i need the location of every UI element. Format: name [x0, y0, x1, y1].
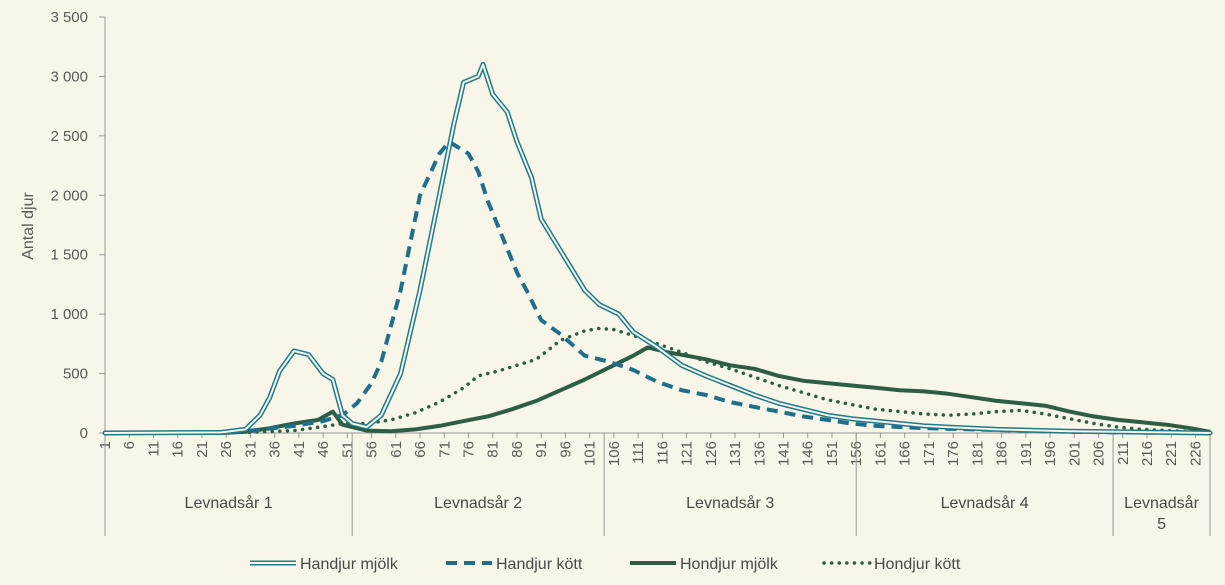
y-axis: 0 500 1 000 1 500 2 000 2 500 3 000 3 500 [50, 9, 106, 442]
x-tick-label: 106 [606, 441, 623, 466]
x-tick-label: 201 [1066, 441, 1083, 466]
y-tick-label: 500 [63, 366, 88, 383]
x-tick-label: 96 [557, 441, 574, 458]
series-line-hondjur-mjölk [105, 345, 1211, 435]
x-tick-label: 121 [679, 441, 696, 466]
x-tick-label: 51 [339, 441, 356, 458]
legend-label: Handjur kött [496, 556, 583, 573]
group-label: Levnadsår 2 [434, 494, 522, 512]
x-tick-label: 221 [1163, 441, 1180, 466]
x-axis: 1611162126313641465156616671768186919610… [97, 432, 1210, 466]
y-tick-label: 1 000 [50, 306, 88, 323]
group-label: Levnadsår 1 [185, 494, 273, 512]
plot-area [102, 62, 1213, 436]
group-label: Levnadsår 5 [1124, 494, 1199, 533]
legend-item: Hondjur kött [822, 556, 961, 573]
x-tick-label: 71 [436, 441, 453, 458]
x-tick-label: 126 [703, 441, 720, 466]
group-label: Levnadsår 4 [941, 494, 1029, 512]
x-tick-label: 131 [727, 441, 744, 466]
x-tick-label: 56 [364, 441, 381, 458]
x-tick-label: 181 [969, 441, 986, 466]
x-tick-label: 196 [1042, 441, 1059, 466]
y-tick-label: 0 [80, 425, 88, 442]
x-tick-label: 211 [1115, 441, 1132, 465]
x-tick-label: 86 [509, 441, 526, 458]
x-tick-label: 141 [776, 441, 793, 466]
series-line-handjur-mjölk [102, 62, 1213, 436]
x-tick-label: 226 [1187, 441, 1204, 466]
x-tick-label: 101 [582, 441, 599, 466]
x-tick-label: 151 [824, 441, 841, 466]
group-label: Levnadsår 3 [686, 494, 774, 512]
x-tick-label: 6 [121, 441, 138, 449]
x-tick-label: 16 [170, 441, 187, 458]
x-tick-label: 11 [145, 441, 162, 457]
legend-label: Hondjur mjölk [680, 556, 779, 573]
legend-label: Handjur mjölk [300, 556, 399, 573]
x-tick-label: 206 [1091, 441, 1108, 466]
y-tick-label: 3 000 [50, 68, 88, 85]
category-group-axis: Levnadsår 1 Levnadsår 2 Levnadsår 3 Levnads… [104, 433, 1211, 536]
y-tick-label: 2 500 [50, 128, 88, 145]
legend: Handjur mjölk Handjur kött Hondjur mjölk Ho… [250, 556, 961, 573]
legend-item: Hondjur mjölk [630, 556, 779, 573]
y-tick-label: 3 500 [50, 9, 88, 26]
y-tick-label: 1 500 [50, 247, 88, 264]
x-tick-label: 81 [485, 441, 502, 458]
x-tick-label: 36 [267, 441, 284, 458]
x-tick-label: 111 [630, 441, 647, 464]
x-tick-label: 166 [897, 441, 914, 466]
x-tick-label: 66 [412, 441, 429, 458]
x-tick-label: 171 [921, 441, 938, 466]
x-tick-label: 161 [872, 441, 889, 466]
legend-item: Handjur kött [446, 556, 583, 573]
x-tick-label: 91 [533, 441, 550, 458]
x-tick-label: 176 [945, 441, 962, 466]
x-tick-label: 216 [1139, 441, 1156, 466]
x-tick-label: 46 [315, 441, 332, 458]
legend-item: Handjur mjölk [250, 556, 399, 573]
x-tick-label: 61 [388, 441, 405, 458]
x-tick-label: 21 [194, 441, 211, 458]
x-tick-label: 146 [800, 441, 817, 466]
x-tick-label: 76 [460, 441, 477, 458]
x-tick-label: 26 [218, 441, 235, 458]
x-tick-label: 31 [242, 441, 259, 458]
y-axis-label: Antal djur [20, 192, 37, 260]
series-line-handjur-kött [104, 139, 1211, 435]
x-tick-label: 116 [654, 441, 671, 465]
y-tick-label: 2 000 [50, 187, 88, 204]
series-line-hondjur-kött [103, 326, 1212, 435]
legend-label: Hondjur kött [874, 556, 961, 573]
x-tick-label: 191 [1018, 441, 1035, 466]
x-tick-label: 186 [994, 441, 1011, 466]
x-tick-label: 41 [291, 441, 308, 458]
x-tick-label: 136 [751, 441, 768, 466]
